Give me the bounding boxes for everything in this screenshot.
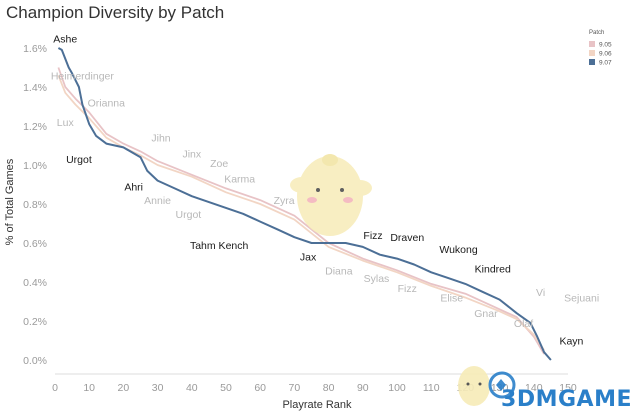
x-tick-label: 30 bbox=[152, 382, 164, 394]
champion-label: Orianna bbox=[88, 98, 126, 110]
series-line-9-05 bbox=[57, 67, 545, 355]
x-tick-label: 80 bbox=[323, 382, 335, 394]
watermark-text: 3DMGAME bbox=[501, 387, 632, 412]
x-tick-label: 20 bbox=[118, 382, 130, 394]
x-tick-label: 50 bbox=[220, 382, 232, 394]
champion-label: Lux bbox=[57, 117, 75, 129]
champion-labels: Ashe Heimerdinger Orianna Lux Jihn Urgot Jinx Z… bbox=[51, 33, 599, 347]
champion-label: Kayn bbox=[559, 336, 583, 348]
x-tick-label: 70 bbox=[289, 382, 301, 394]
champion-label: Jihn bbox=[151, 133, 170, 145]
x-tick-label: 110 bbox=[423, 382, 440, 394]
champion-label: Sylas bbox=[364, 273, 390, 285]
champion-label: Annie bbox=[144, 195, 171, 207]
y-tick-label: 1.6% bbox=[23, 43, 47, 55]
champion-label: Jinx bbox=[182, 148, 201, 160]
legend-swatch bbox=[589, 41, 595, 47]
legend-item-label: 9.05 bbox=[599, 42, 612, 49]
champion-label: Gnar bbox=[474, 308, 498, 320]
champion-label: Elise bbox=[440, 293, 463, 305]
champion-label: Sejuani bbox=[564, 293, 599, 305]
champion-label: Kindred bbox=[475, 263, 511, 275]
x-tick-label: 150 bbox=[559, 382, 577, 394]
champion-label: Wukong bbox=[439, 244, 477, 256]
series-line-9-07 bbox=[57, 47, 552, 361]
legend-item-label: 9.07 bbox=[599, 60, 612, 67]
legend-item-label: 9.06 bbox=[599, 51, 612, 58]
x-tick-label: 60 bbox=[254, 382, 266, 394]
y-tick-label: 1.2% bbox=[23, 121, 47, 133]
y-tick-label: 1.0% bbox=[23, 160, 47, 172]
x-axis-title: Playrate Rank bbox=[282, 399, 352, 411]
x-tick-label: 140 bbox=[525, 382, 543, 394]
legend: Patch 9.05 9.06 9.07 bbox=[589, 30, 612, 67]
series-line-9-06 bbox=[57, 74, 545, 351]
legend-title: Patch bbox=[589, 30, 604, 36]
y-tick-label: 0.4% bbox=[23, 277, 47, 289]
y-tick-label: 1.4% bbox=[23, 82, 47, 94]
champion-label: Fizz bbox=[363, 230, 382, 242]
champion-label: Heimerdinger bbox=[51, 70, 115, 82]
champion-label: Tahm Kench bbox=[190, 240, 249, 252]
x-tick-label: 100 bbox=[388, 382, 406, 394]
x-tick-label: 90 bbox=[357, 382, 369, 394]
watermark-mascot bbox=[458, 366, 516, 406]
y-tick-label: 0.0% bbox=[23, 355, 47, 367]
champion-label: Ahri bbox=[124, 181, 143, 193]
champion-label: Urgot bbox=[176, 209, 202, 221]
champion-label: Vi bbox=[536, 287, 545, 299]
y-tick-label: 0.8% bbox=[23, 199, 47, 211]
champion-label: Fizz bbox=[398, 283, 417, 295]
champion-label: Draven bbox=[390, 232, 424, 244]
champion-label: Jax bbox=[300, 252, 317, 264]
legend-swatch bbox=[589, 50, 595, 56]
legend-swatch bbox=[589, 59, 595, 65]
champion-label: Olaf bbox=[514, 318, 533, 330]
champion-label: Diana bbox=[325, 265, 353, 277]
y-tick-label: 0.2% bbox=[23, 316, 47, 328]
x-tick-label: 0 bbox=[52, 382, 58, 394]
champion-label: Karma bbox=[224, 174, 255, 186]
chart-title: Champion Diversity by Patch bbox=[6, 3, 225, 22]
champion-label: Zyra bbox=[274, 195, 295, 207]
series-lines bbox=[57, 47, 552, 361]
champion-label: Zoe bbox=[210, 158, 228, 170]
x-tick-label: 10 bbox=[83, 382, 95, 394]
mascot-image bbox=[290, 154, 372, 236]
y-axis-ticks: 0.0% 0.2% 0.4% 0.6% 0.8% 1.0% 1.2% 1.4% 1.6% bbox=[23, 43, 47, 367]
y-tick-label: 0.6% bbox=[23, 238, 47, 250]
x-tick-label: 40 bbox=[186, 382, 198, 394]
champion-label: Ashe bbox=[53, 33, 77, 45]
champion-label: Urgot bbox=[66, 154, 92, 166]
y-axis-title: % of Total Games bbox=[4, 158, 16, 245]
